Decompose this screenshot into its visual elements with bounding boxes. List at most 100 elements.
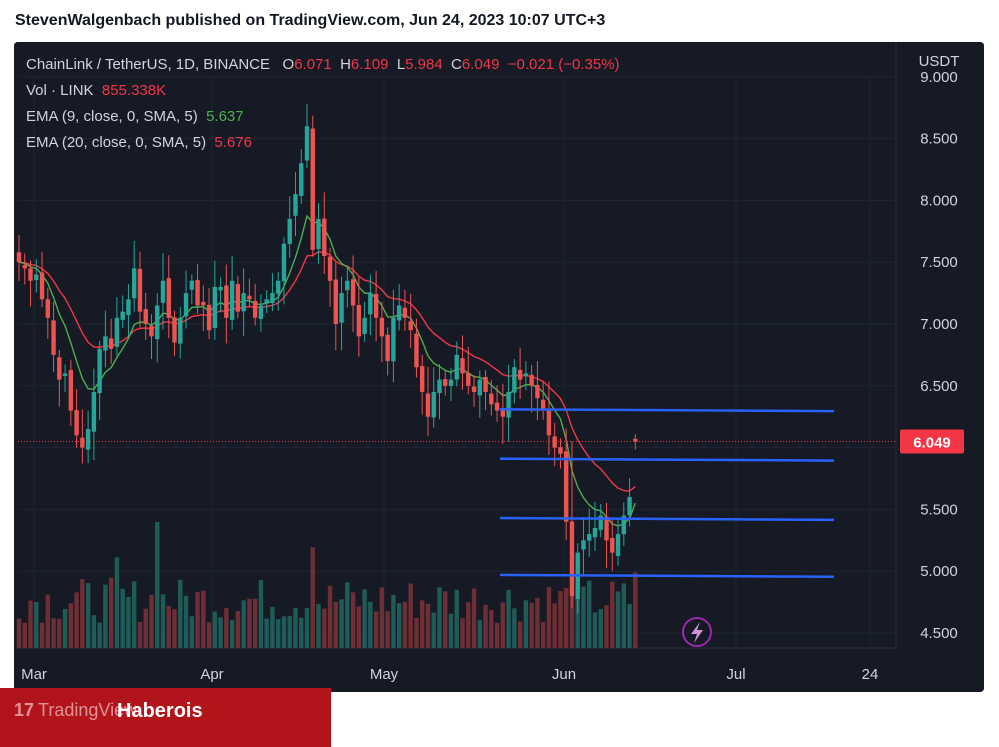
- support-resistance-line[interactable]: [499, 573, 835, 579]
- candle-body: [160, 280, 166, 303]
- volume-bar: [172, 609, 177, 648]
- volume-bar: [281, 616, 287, 648]
- candle-body: [396, 305, 402, 321]
- volume-bar: [299, 617, 304, 648]
- volume-bar: [132, 581, 137, 648]
- volume-bar: [149, 594, 154, 648]
- volume-bar: [529, 602, 534, 648]
- candle-body: [368, 293, 373, 315]
- candle-body: [385, 334, 390, 362]
- candle-body: [229, 280, 235, 320]
- price-tick-label: 5.500: [920, 501, 958, 518]
- volume-bar: [166, 605, 171, 648]
- legend-ohlc-row: ChainLink / TetherUS, 1D, BINANCE O6.071…: [26, 52, 620, 78]
- candle-body: [333, 279, 338, 324]
- candle-body: [97, 348, 102, 394]
- candle-body: [103, 336, 108, 351]
- candle-body: [431, 391, 436, 418]
- candle-body: [356, 305, 362, 337]
- low-label: L: [396, 56, 406, 73]
- candle-body: [512, 367, 517, 393]
- low-value: 5.984: [405, 56, 443, 73]
- candle-body: [51, 320, 56, 355]
- volume-bar: [322, 608, 327, 648]
- candle-body: [552, 436, 557, 448]
- volume-bar: [45, 594, 50, 648]
- volume-bar: [183, 595, 189, 648]
- candle-body: [529, 374, 534, 386]
- support-resistance-line[interactable]: [499, 457, 835, 462]
- candle-body: [195, 280, 200, 306]
- candle-body: [627, 497, 632, 516]
- candle-body: [264, 299, 269, 304]
- candle-body: [408, 321, 413, 331]
- candle-body: [604, 516, 609, 541]
- ema9-label: EMA (9, close, 0, SMA, 5): [26, 108, 198, 125]
- candle-body: [39, 272, 45, 300]
- price-chart[interactable]: 4.5005.0005.5006.0006.5007.0007.5008.000…: [14, 42, 984, 692]
- candle-body: [569, 521, 575, 596]
- candle-body: [114, 317, 120, 347]
- volume-bar: [74, 592, 79, 648]
- volume-bar: [454, 589, 459, 648]
- volume-bar: [368, 601, 373, 648]
- price-tick-label: 8.500: [920, 131, 958, 148]
- candle-body: [633, 438, 638, 442]
- time-tick-label: Jul: [726, 666, 745, 683]
- legend-ema9-row[interactable]: EMA (9, close, 0, SMA, 5) 5.637: [26, 104, 620, 130]
- candle-body: [80, 437, 85, 448]
- volume-bar: [564, 588, 569, 648]
- chart-panel[interactable]: 4.5005.0005.5006.0006.5007.0007.5008.000…: [14, 42, 984, 692]
- symbol-title[interactable]: ChainLink / TetherUS, 1D, BINANCE: [26, 56, 270, 73]
- legend-volume-row[interactable]: Vol · LINK 855.338K: [26, 78, 620, 104]
- candle-body: [293, 194, 298, 216]
- volume-bar: [540, 622, 546, 648]
- last-price-badge[interactable]: [900, 429, 964, 454]
- candle-body: [414, 333, 419, 368]
- volume-bar: [489, 609, 494, 648]
- volume-bar: [143, 608, 148, 648]
- candle-body: [540, 399, 546, 411]
- volume-bar: [195, 591, 200, 648]
- candle-body: [454, 354, 459, 380]
- volume-bar: [270, 606, 275, 648]
- candle-body: [218, 286, 223, 291]
- volume-bar: [85, 583, 91, 648]
- volume-bar: [287, 616, 292, 648]
- volume-bar: [310, 547, 315, 648]
- candle-body: [57, 357, 62, 380]
- volume-bar: [51, 618, 56, 648]
- candle-body: [241, 293, 246, 312]
- volume-bar: [535, 597, 540, 648]
- brand-name: TradingView: [38, 700, 138, 720]
- volume-bar: [523, 600, 529, 648]
- candle-body: [85, 429, 91, 450]
- legend-ema20-row[interactable]: EMA (20, close, 0, SMA, 5) 5.676: [26, 130, 620, 156]
- volume-bar: [316, 604, 321, 648]
- volume-bar: [304, 607, 310, 648]
- candle-body: [322, 218, 327, 257]
- candle-body: [189, 280, 194, 290]
- candle-body: [201, 301, 206, 306]
- candle-body: [310, 128, 315, 250]
- candle-body: [471, 386, 477, 392]
- candle-body: [258, 305, 264, 319]
- volume-bar: [627, 604, 632, 648]
- candle-body: [178, 317, 183, 344]
- candle-body: [270, 293, 275, 303]
- candle-body: [345, 280, 350, 291]
- volume-bar: [615, 591, 621, 648]
- footer-banner: 17 TradingView Haberois: [0, 688, 331, 747]
- volume-bar: [91, 615, 97, 648]
- support-resistance-line[interactable]: [499, 516, 835, 522]
- currency-label[interactable]: USDT: [919, 53, 960, 70]
- candle-body: [489, 393, 494, 405]
- price-tick-label: 4.500: [920, 625, 958, 642]
- volume-bar: [345, 582, 350, 648]
- candle-body: [183, 293, 189, 317]
- candle-body: [598, 515, 603, 530]
- chart-background: [14, 42, 984, 692]
- candle-body: [155, 305, 160, 340]
- volume-bar: [62, 608, 68, 648]
- support-resistance-line[interactable]: [499, 408, 835, 413]
